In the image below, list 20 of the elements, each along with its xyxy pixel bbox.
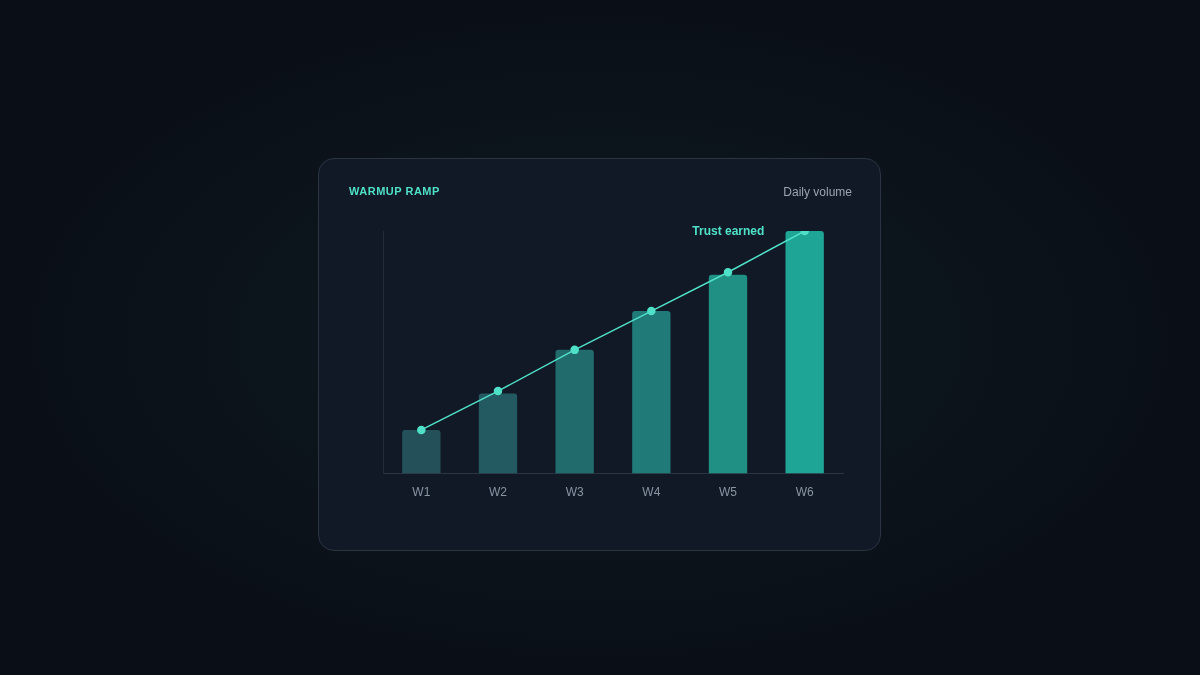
bar (478, 393, 518, 474)
annotation: Trust earned (692, 224, 765, 239)
bar (632, 311, 671, 474)
x-tick-label: W4 (642, 485, 661, 500)
bar (402, 429, 441, 474)
x-tick-label: W2 (489, 485, 508, 500)
x-tick-label: W5 (719, 485, 738, 500)
chart-title: WARMUP RAMP (349, 185, 440, 197)
chart-subtitle: Daily volume (783, 185, 852, 199)
x-tick-label: W6 (795, 485, 814, 500)
point (417, 425, 426, 435)
point (723, 267, 733, 277)
point (493, 386, 503, 396)
point (647, 306, 656, 316)
x-tick-label: W3 (565, 485, 584, 500)
point (570, 345, 579, 355)
bar (785, 231, 824, 474)
x-tick-label: W1 (412, 485, 431, 500)
bar (708, 274, 748, 474)
bar (555, 349, 594, 474)
